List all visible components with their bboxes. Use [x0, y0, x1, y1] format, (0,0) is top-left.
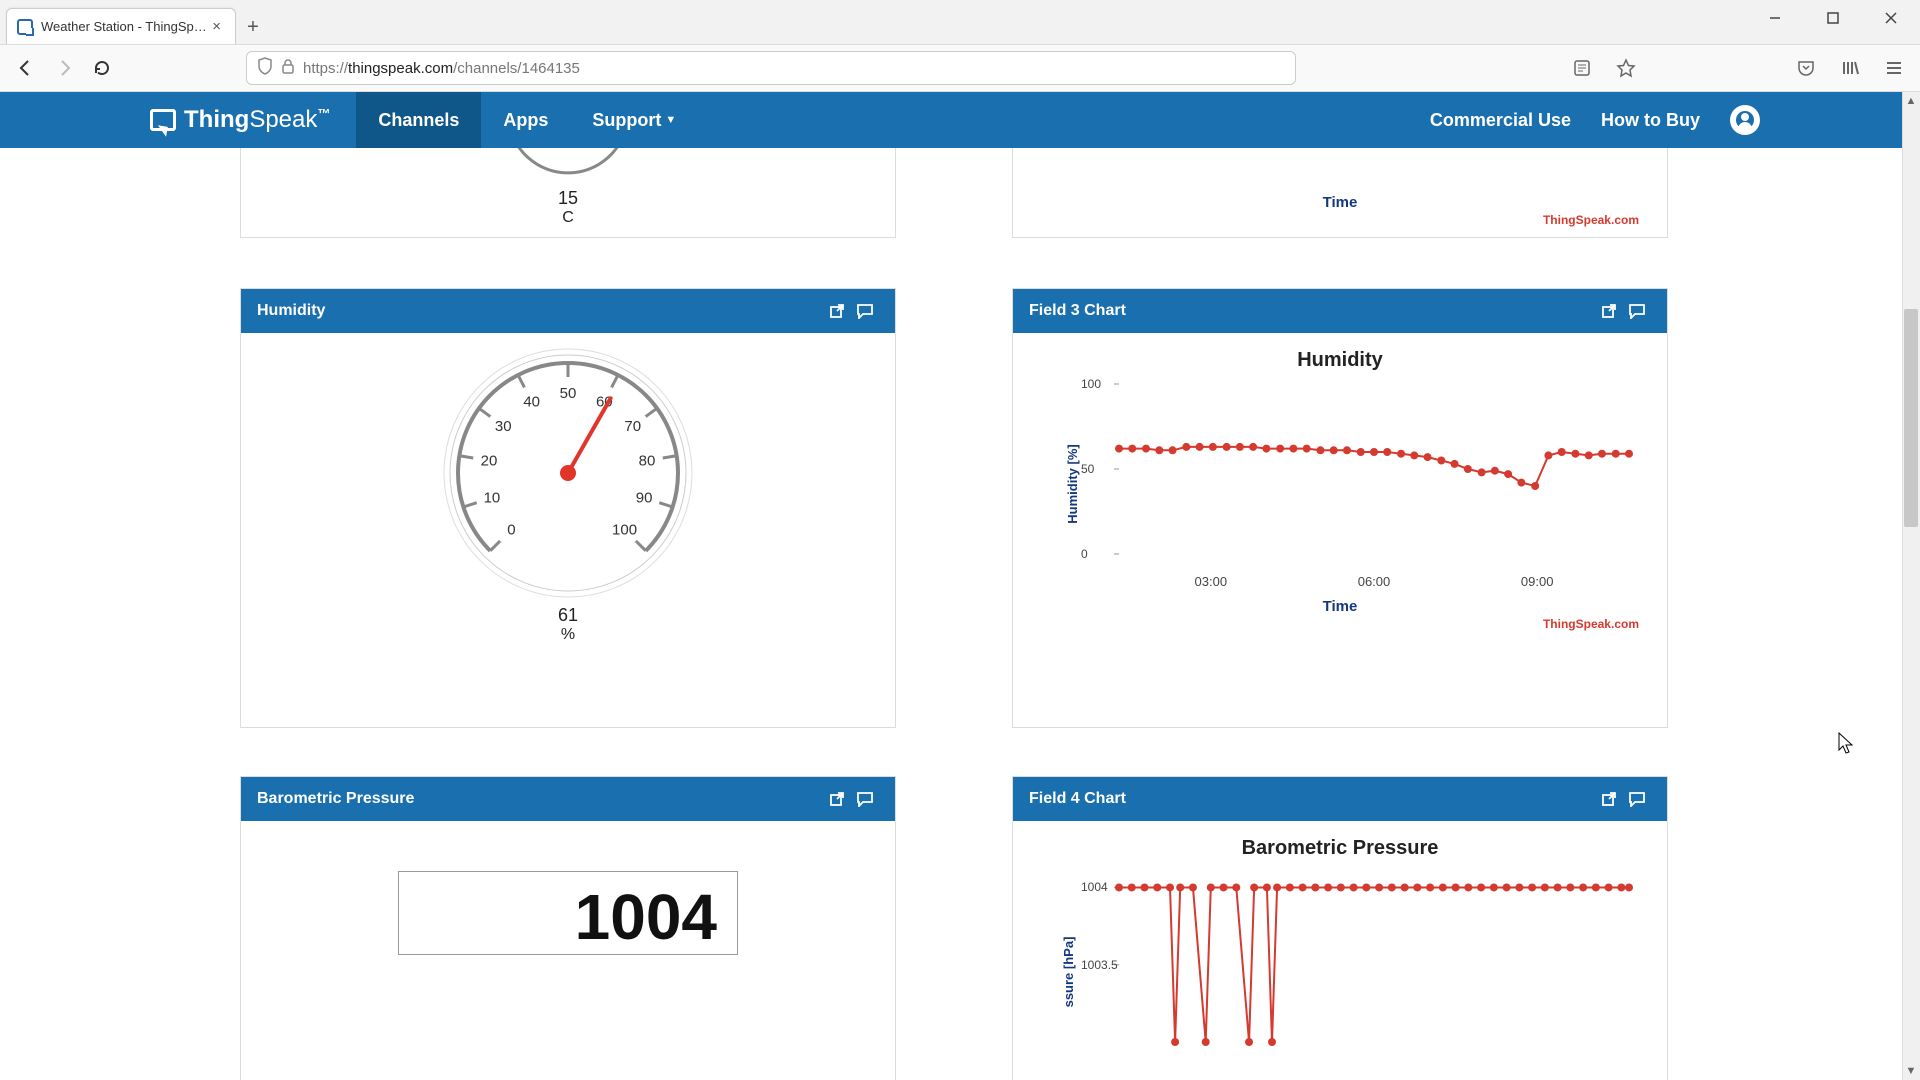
popout-icon[interactable] — [823, 303, 851, 319]
chart-ylabel: ssure [hPa] — [1061, 937, 1076, 1008]
browser-tab[interactable]: Weather Station - ThingSpeak I… × — [6, 8, 236, 44]
page-viewport: ▲ ▼ ThingSpeak™ Channels Apps Support▼ C… — [0, 92, 1920, 1080]
widget-title: Humidity — [257, 302, 325, 320]
mouse-cursor — [1838, 732, 1856, 756]
humidity-unit: % — [561, 626, 575, 644]
svg-text:30: 30 — [495, 418, 512, 435]
logo-icon — [150, 109, 176, 131]
pressure-value: 1004 — [419, 880, 717, 954]
popout-icon[interactable] — [823, 791, 851, 807]
reload-button[interactable] — [88, 54, 116, 82]
svg-text:40: 40 — [523, 394, 540, 411]
lock-icon — [281, 58, 295, 79]
svg-text:100: 100 — [612, 522, 637, 539]
chart-attrib: ThingSpeak.com — [1023, 213, 1657, 227]
widget-pressure-numeric: Barometric Pressure 1004 — [240, 776, 896, 1080]
humidity-value: 61 — [558, 605, 578, 626]
comment-icon[interactable] — [1623, 303, 1651, 319]
chart-title: Barometric Pressure — [1023, 837, 1657, 860]
scroll-thumb[interactable] — [1904, 309, 1918, 526]
shield-icon — [257, 57, 273, 80]
browser-chrome: Weather Station - ThingSpeak I… × + http… — [0, 0, 1920, 92]
url-field[interactable]: https://thingspeak.com/channels/1464135 — [246, 51, 1296, 85]
nav-howtobuy[interactable]: How to Buy — [1601, 110, 1700, 131]
widget-title: Barometric Pressure — [257, 790, 414, 808]
window-close-icon[interactable] — [1862, 0, 1920, 36]
address-bar: https://thingspeak.com/channels/1464135 — [0, 44, 1920, 92]
chart-xlabel: Time — [1023, 598, 1657, 615]
dashboard-content: 15 C Time ThingSpeak.com Humidity — [0, 148, 1902, 1080]
library-icon[interactable] — [1836, 54, 1864, 82]
tab-favicon — [17, 19, 33, 35]
svg-text:0: 0 — [507, 522, 515, 539]
pocket-icon[interactable] — [1792, 54, 1820, 82]
nav-apps[interactable]: Apps — [481, 92, 570, 148]
svg-text:10: 10 — [484, 490, 501, 507]
chart-attrib: ThingSpeak.com — [1023, 617, 1657, 631]
tab-close-icon[interactable]: × — [208, 18, 225, 35]
comment-icon[interactable] — [851, 791, 879, 807]
vertical-scrollbar[interactable]: ▲ ▼ — [1902, 92, 1920, 1080]
scroll-down-icon[interactable]: ▼ — [1902, 1062, 1920, 1080]
chart-ylabel: Humidity [%] — [1065, 444, 1080, 523]
widget-humidity-gauge: Humidity 0102030405060708090100 61 % — [240, 288, 896, 728]
humidity-chart — [1079, 374, 1639, 574]
site-logo[interactable]: ThingSpeak™ — [0, 106, 356, 134]
nav-support[interactable]: Support▼ — [570, 92, 698, 148]
comment-icon[interactable] — [851, 303, 879, 319]
nav-commercial[interactable]: Commercial Use — [1430, 110, 1571, 131]
widget-field2-chart: Time ThingSpeak.com — [1012, 148, 1668, 238]
svg-text:20: 20 — [481, 452, 498, 469]
nav-channels[interactable]: Channels — [356, 92, 481, 148]
tab-title: Weather Station - ThingSpeak I… — [41, 19, 208, 34]
site-header: ThingSpeak™ Channels Apps Support▼ Comme… — [0, 92, 1920, 148]
user-avatar[interactable] — [1730, 105, 1760, 135]
window-controls — [1746, 0, 1920, 44]
comment-icon[interactable] — [1623, 791, 1651, 807]
menu-icon[interactable] — [1880, 54, 1908, 82]
window-maximize-icon[interactable] — [1804, 0, 1862, 36]
humidity-gauge: 0102030405060708090100 — [438, 343, 698, 603]
pressure-display: 1004 — [398, 871, 738, 955]
forward-button[interactable] — [50, 54, 78, 82]
window-minimize-icon[interactable] — [1746, 0, 1804, 36]
svg-text:80: 80 — [639, 452, 656, 469]
temperature-unit: C — [251, 209, 885, 227]
temperature-value: 15 — [251, 188, 885, 209]
primary-nav: Channels Apps Support▼ — [356, 92, 698, 148]
tab-strip: Weather Station - ThingSpeak I… × + — [0, 0, 1920, 44]
chart-xlabel: Time — [1023, 194, 1657, 211]
svg-text:70: 70 — [624, 418, 641, 435]
widget-field4-chart: Field 4 Chart Barometric Pressure ssure … — [1012, 776, 1668, 1080]
widget-title: Field 4 Chart — [1029, 790, 1126, 808]
new-tab-button[interactable]: + — [236, 10, 270, 44]
widget-field3-chart: Field 3 Chart Humidity Humidity [%] 0501… — [1012, 288, 1668, 728]
reader-icon[interactable] — [1568, 54, 1596, 82]
svg-text:50: 50 — [560, 385, 577, 402]
scroll-up-icon[interactable]: ▲ — [1902, 92, 1920, 110]
pressure-chart — [1079, 862, 1639, 1062]
url-text: https://thingspeak.com/channels/1464135 — [303, 60, 580, 77]
bookmark-star-icon[interactable] — [1612, 54, 1640, 82]
popout-icon[interactable] — [1595, 791, 1623, 807]
back-button[interactable] — [12, 54, 40, 82]
svg-text:90: 90 — [636, 490, 653, 507]
widget-title: Field 3 Chart — [1029, 302, 1126, 320]
popout-icon[interactable] — [1595, 303, 1623, 319]
widget-temperature-gauge: 15 C — [240, 148, 896, 238]
chart-title: Humidity — [1023, 349, 1657, 372]
